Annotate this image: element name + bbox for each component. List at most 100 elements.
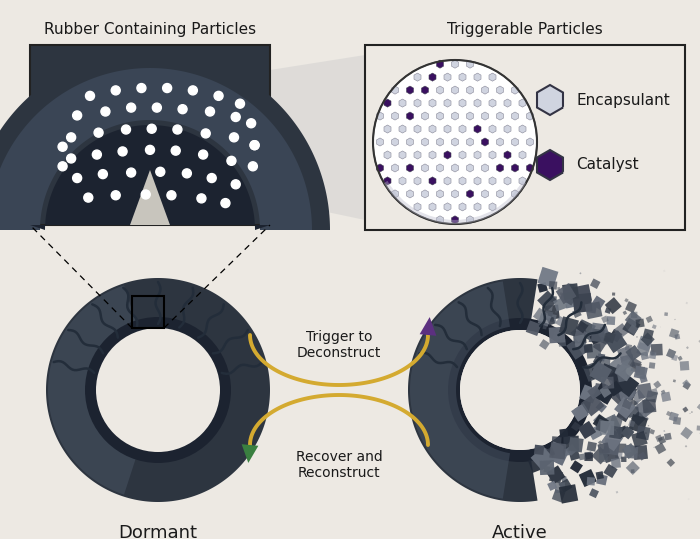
Bar [576,300,578,302]
Bar [531,446,554,471]
Bar [637,336,652,351]
Bar [534,445,545,455]
Bar [650,350,655,355]
Polygon shape [452,112,458,120]
Polygon shape [429,177,436,185]
Bar [590,405,592,406]
Bar [636,383,652,399]
Bar [589,335,596,342]
Polygon shape [482,190,489,198]
Polygon shape [519,177,526,185]
Bar [538,313,552,327]
Circle shape [127,168,136,177]
Circle shape [127,103,136,112]
Circle shape [73,174,82,183]
Polygon shape [414,203,421,211]
Polygon shape [444,125,451,133]
Circle shape [221,198,230,208]
Polygon shape [452,86,458,94]
Bar [638,412,643,417]
Bar [592,447,609,465]
Bar [640,351,649,360]
Text: Active: Active [492,524,548,539]
Polygon shape [512,138,519,146]
Bar [555,310,557,313]
Polygon shape [452,216,458,224]
Bar [612,383,634,404]
Bar [622,317,640,336]
Bar [584,451,593,460]
Bar [574,403,589,418]
Bar [602,446,620,463]
Bar [552,436,561,446]
Bar [614,397,636,419]
Bar [620,384,637,401]
Bar [559,484,578,503]
Polygon shape [399,99,406,107]
Bar [564,436,579,451]
Circle shape [92,150,102,159]
Circle shape [248,162,258,171]
Bar [685,302,688,305]
Bar [603,464,617,478]
Polygon shape [459,203,466,211]
Bar [661,392,671,402]
Polygon shape [504,125,511,133]
Bar [636,413,643,420]
Bar [631,362,642,373]
Bar [606,316,615,325]
Bar [578,421,596,439]
Polygon shape [537,85,563,115]
Polygon shape [474,151,481,159]
Bar [600,420,615,435]
Bar [643,407,650,414]
Polygon shape [466,60,473,68]
Bar [594,383,606,396]
Polygon shape [489,203,496,211]
Polygon shape [391,190,398,198]
Circle shape [167,191,176,200]
Bar [30,45,270,225]
Bar [559,316,579,336]
Bar [631,431,648,447]
Bar [599,357,610,368]
Bar [625,427,634,436]
Polygon shape [437,190,444,198]
Polygon shape [466,86,473,94]
Bar [549,281,557,289]
Bar [587,441,597,452]
Circle shape [85,92,94,100]
Bar [559,429,568,438]
Polygon shape [414,99,421,107]
Polygon shape [391,164,398,172]
Bar [634,365,648,379]
Bar [549,469,563,483]
Circle shape [173,125,182,134]
Bar [629,399,638,407]
Circle shape [111,191,120,200]
Bar [554,482,566,493]
Polygon shape [466,216,473,224]
Polygon shape [241,444,258,463]
Polygon shape [444,99,451,107]
Bar [615,361,636,381]
Bar [573,293,592,313]
Bar [573,284,592,304]
Bar [625,345,642,361]
Bar [589,333,601,345]
Bar [573,330,587,343]
Bar [598,440,603,445]
Polygon shape [474,99,481,107]
Polygon shape [391,138,398,146]
Bar [655,434,663,442]
Bar [617,345,634,362]
Bar [619,376,626,383]
Bar [633,445,648,460]
Bar [588,425,603,440]
Bar [686,346,689,349]
Circle shape [199,150,208,159]
Circle shape [250,141,259,150]
Bar [699,433,700,434]
Circle shape [227,156,236,165]
Polygon shape [429,125,436,133]
